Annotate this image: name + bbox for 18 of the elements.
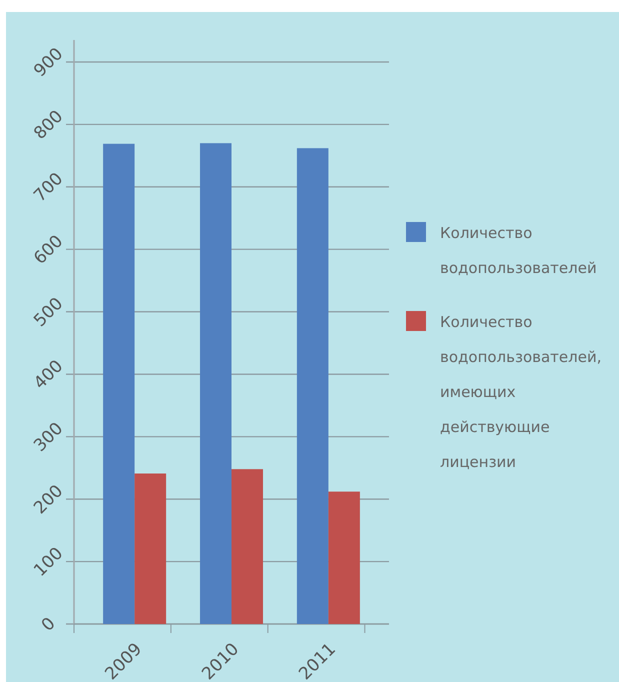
y-tick-label: 900 — [30, 44, 68, 82]
y-tick-label: 800 — [30, 106, 68, 144]
y-tick-label: 100 — [30, 544, 68, 581]
y-tick-label: 700 — [30, 169, 68, 206]
bar — [328, 492, 360, 624]
bar — [200, 143, 232, 624]
bar — [134, 474, 166, 624]
legend-label: Количество водопользователей — [440, 224, 597, 277]
y-tick-label: 300 — [30, 418, 68, 456]
legend-label: Количество водопользователей, имеющих действующие лицензии — [440, 313, 602, 471]
bar — [103, 144, 135, 624]
y-tick-label: 400 — [30, 356, 68, 394]
y-tick-label: 500 — [30, 294, 68, 331]
y-tick-label: 200 — [30, 481, 68, 518]
bar — [296, 148, 328, 624]
y-tick-label: 600 — [30, 231, 68, 269]
bar — [232, 469, 263, 624]
y-tick-label: 0 — [38, 614, 60, 636]
